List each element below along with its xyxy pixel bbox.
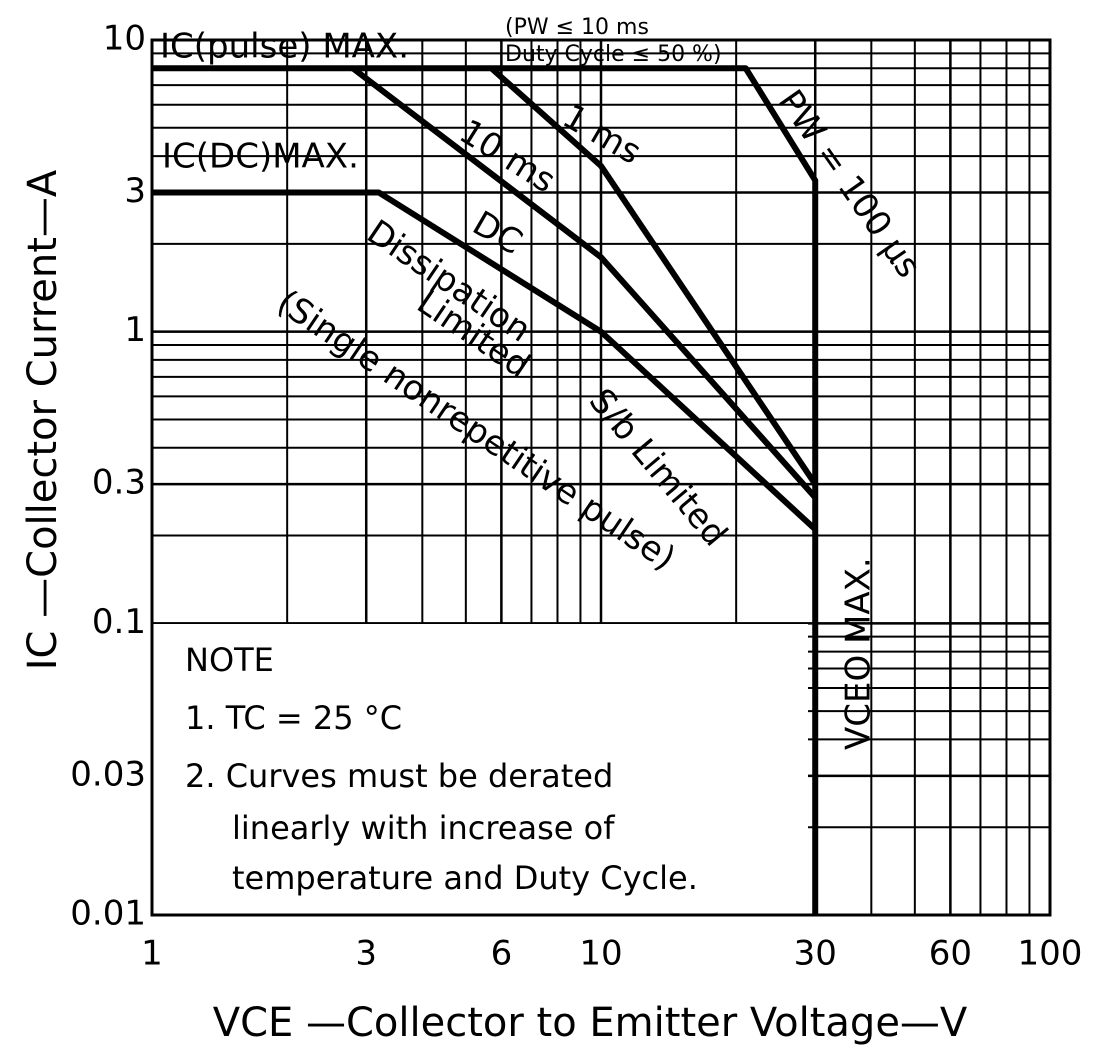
y-tick-label: 3 <box>124 171 146 211</box>
x-axis-label: VCE —Collector to Emitter Voltage—V <box>213 1000 968 1046</box>
x-tick-label: 3 <box>355 934 377 974</box>
x-tick-label: 30 <box>794 934 837 974</box>
x-tick-label: 1 <box>141 934 163 974</box>
note-line: linearly with increase of <box>232 809 615 847</box>
marks <box>152 65 819 915</box>
note-line: temperature and Duty Cycle. <box>232 859 698 897</box>
y-tick-label: 0.03 <box>70 754 146 794</box>
x-tick-label: 6 <box>491 934 513 974</box>
series-line <box>350 65 818 500</box>
y-axis-label: IC —Collector Current—A <box>20 169 66 670</box>
y-tick-label: 0.3 <box>92 463 146 503</box>
y-tick-label: 0.1 <box>92 602 146 642</box>
y-tick-label: 1 <box>124 310 146 350</box>
y-tick-label: 0.01 <box>70 894 146 934</box>
annotation: IC(pulse) MAX. <box>160 27 409 67</box>
annotation: (PW ≤ 10 ms <box>505 15 649 40</box>
series-line <box>152 189 818 532</box>
x-tick-label: 10 <box>579 934 622 974</box>
note-line: 1. TC = 25 °C <box>185 699 402 737</box>
annotation: VCEO MAX. <box>839 557 879 750</box>
series-line <box>489 66 818 486</box>
series-label: PW = 100 μs <box>770 83 929 286</box>
annotation: Duty Cycle ≤ 50 %) <box>505 42 722 67</box>
series-line <box>152 65 819 915</box>
note-line: 2. Curves must be derated <box>185 757 613 795</box>
note-box <box>152 624 808 915</box>
plot-frame <box>150 38 1052 917</box>
x-tick-label: 100 <box>1018 934 1083 974</box>
x-tick-label: 60 <box>929 934 972 974</box>
y-tick-label: 10 <box>103 19 146 59</box>
note-line: NOTE <box>185 641 274 679</box>
annotation: IC(DC)MAX. <box>162 137 359 177</box>
